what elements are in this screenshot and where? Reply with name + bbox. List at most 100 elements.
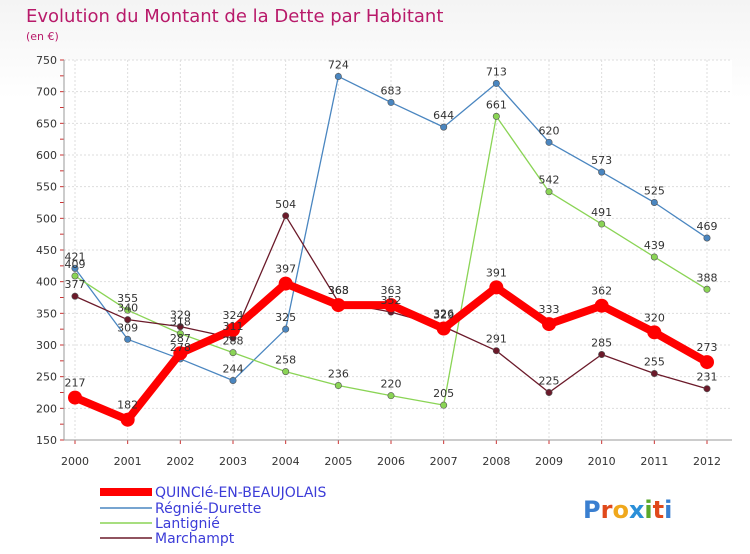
data-label: 724 xyxy=(328,58,349,71)
data-label: 620 xyxy=(539,124,560,137)
y-tick-label: 550 xyxy=(36,181,57,194)
x-tick-label: 2003 xyxy=(219,455,247,468)
data-label: 363 xyxy=(328,284,349,297)
data-label: 182 xyxy=(117,399,138,412)
data-labels: 421 309 278 244 325 724 683 644 713 620 573 525 469 4… xyxy=(65,58,718,411)
data-label: 644 xyxy=(433,109,454,122)
x-tick-label: 2006 xyxy=(377,455,405,468)
data-label: 542 xyxy=(539,174,560,187)
data-point xyxy=(598,168,606,176)
data-label: 324 xyxy=(223,309,244,322)
data-label: 573 xyxy=(591,154,612,167)
data-point xyxy=(282,212,290,220)
x-tick-label: 2012 xyxy=(693,455,721,468)
y-tick-label: 500 xyxy=(36,212,57,225)
data-label: 504 xyxy=(275,198,296,211)
data-point xyxy=(545,388,553,396)
data-label: 368 xyxy=(328,284,349,297)
data-label: 363 xyxy=(381,284,402,297)
data-point xyxy=(68,390,82,405)
series-lines xyxy=(68,72,714,427)
data-label: 491 xyxy=(591,206,612,219)
y-tick-label: 700 xyxy=(36,86,57,99)
data-label: 220 xyxy=(381,378,402,391)
data-label: 236 xyxy=(328,368,349,381)
data-point xyxy=(598,220,606,228)
data-label: 388 xyxy=(697,271,718,284)
data-label: 205 xyxy=(433,387,454,400)
data-point xyxy=(650,253,658,261)
legend: QUINCIé-EN-BEAUJOLAISRégnié-DuretteLanti… xyxy=(100,485,327,547)
data-point xyxy=(440,123,448,131)
data-label: 255 xyxy=(644,356,665,369)
data-label: 258 xyxy=(275,354,296,367)
x-tick-label: 2009 xyxy=(535,455,563,468)
data-label: 329 xyxy=(433,309,454,322)
x-tick-label: 2000 xyxy=(61,455,89,468)
proxiti-logo-text: Proxiti xyxy=(583,496,672,524)
data-point xyxy=(71,272,79,280)
y-tick-label: 250 xyxy=(36,371,57,384)
chart-subtitle: (en €) xyxy=(26,30,59,43)
data-label: 355 xyxy=(117,292,138,305)
data-label: 318 xyxy=(170,316,191,329)
data-point xyxy=(492,79,500,87)
data-label: 352 xyxy=(381,294,402,307)
data-point xyxy=(124,335,132,343)
data-point xyxy=(650,199,658,207)
data-label: 225 xyxy=(539,375,560,388)
x-tick-label: 2004 xyxy=(272,455,300,468)
y-tick-label: 150 xyxy=(36,434,57,447)
y-tick-label: 200 xyxy=(36,402,57,415)
data-point xyxy=(120,412,135,427)
data-point xyxy=(492,347,500,355)
data-label: 421 xyxy=(65,250,86,263)
x-tick-label: 2008 xyxy=(482,455,510,468)
data-point xyxy=(229,376,237,384)
data-label: 377 xyxy=(65,278,86,291)
legend-label: Marchampt xyxy=(155,531,235,547)
data-point xyxy=(594,298,609,313)
data-label: 333 xyxy=(539,303,560,316)
data-label: 288 xyxy=(223,335,244,348)
data-point xyxy=(71,264,79,272)
data-label: 397 xyxy=(275,263,296,276)
data-point xyxy=(226,322,240,337)
data-point xyxy=(703,285,711,293)
data-label: 287 xyxy=(170,332,191,345)
x-tick-label: 2007 xyxy=(430,455,458,468)
data-label: 285 xyxy=(591,337,612,350)
y-tick-label: 300 xyxy=(36,339,57,352)
data-label: 217 xyxy=(65,377,86,390)
proxiti-logo: Proxiti xyxy=(583,496,672,524)
data-point xyxy=(703,385,711,393)
data-label: 329 xyxy=(170,309,191,322)
data-label: 231 xyxy=(697,371,718,384)
data-point xyxy=(542,317,556,332)
data-label: 273 xyxy=(697,341,718,354)
data-label: 278 xyxy=(170,341,191,354)
data-point xyxy=(387,98,395,106)
data-label: 525 xyxy=(644,185,665,198)
data-point xyxy=(176,323,184,331)
legend-label: Lantignié xyxy=(155,516,220,532)
data-label: 713 xyxy=(486,65,507,78)
legend-label: QUINCIé-EN-BEAUJOLAIS xyxy=(155,485,327,501)
data-point xyxy=(334,382,342,390)
data-point xyxy=(387,392,395,400)
gridlines xyxy=(64,59,732,441)
data-label: 291 xyxy=(486,333,507,346)
x-tick-label: 2001 xyxy=(114,455,142,468)
y-tick-label: 650 xyxy=(36,117,57,130)
data-point xyxy=(229,349,237,357)
data-label: 309 xyxy=(117,321,138,334)
legend-label: Régnié-Durette xyxy=(155,501,261,517)
data-point xyxy=(71,292,79,300)
data-point xyxy=(598,350,606,358)
data-point xyxy=(282,368,290,376)
data-label: 340 xyxy=(117,302,138,315)
data-label: 661 xyxy=(486,98,507,111)
y-tick-label: 450 xyxy=(36,244,57,257)
data-point xyxy=(334,72,342,80)
